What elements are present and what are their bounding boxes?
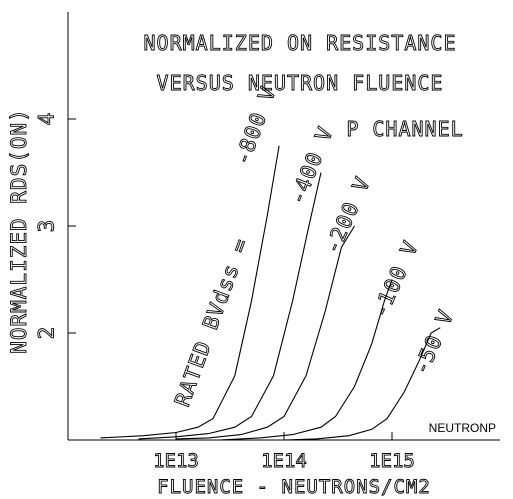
chart-title-line1: NORMALIZED ON RESISTANCE bbox=[144, 31, 457, 55]
chart-title-line2: VERSUS NEUTRON FLUENCE bbox=[157, 71, 444, 95]
curve-4 bbox=[283, 327, 441, 441]
curve-label-0: -800 V bbox=[230, 83, 281, 168]
x-tick-label: 1E15 bbox=[369, 450, 415, 472]
curve-0 bbox=[100, 145, 280, 439]
figure-tag: NEUTRONP bbox=[429, 421, 496, 435]
y-tick-label: 4 bbox=[34, 113, 58, 126]
channel-annotation: P CHANNEL bbox=[346, 117, 463, 141]
curve-label-2: -200 V bbox=[320, 173, 375, 258]
x-tick-label: 1E13 bbox=[153, 450, 199, 472]
curve-label-4: -50 V bbox=[409, 306, 459, 378]
curve-3 bbox=[218, 279, 393, 441]
y-tick-label: 2 bbox=[34, 327, 58, 340]
x-tick-label: 1E14 bbox=[261, 450, 307, 472]
rated-bvdss-label: RATED BVdss = bbox=[170, 235, 253, 410]
curve-2 bbox=[175, 225, 355, 440]
y-axis-title: NORMALIZED RDS(ON) bbox=[7, 108, 31, 354]
axes: 1E13 1E14 1E15 2 3 4 bbox=[34, 12, 500, 472]
x-axis-title: FLUENCE - NEUTRONS/CM2 bbox=[157, 476, 431, 498]
curve-label-3: -100 V bbox=[368, 237, 423, 322]
curve-label-1: -400 V bbox=[285, 123, 338, 208]
y-tick-label: 3 bbox=[34, 220, 58, 233]
labels: FLUENCE - NEUTRONS/CM2 NORMALIZED RDS(ON)… bbox=[7, 31, 496, 499]
curve-1 bbox=[138, 172, 322, 440]
curves bbox=[100, 145, 441, 441]
